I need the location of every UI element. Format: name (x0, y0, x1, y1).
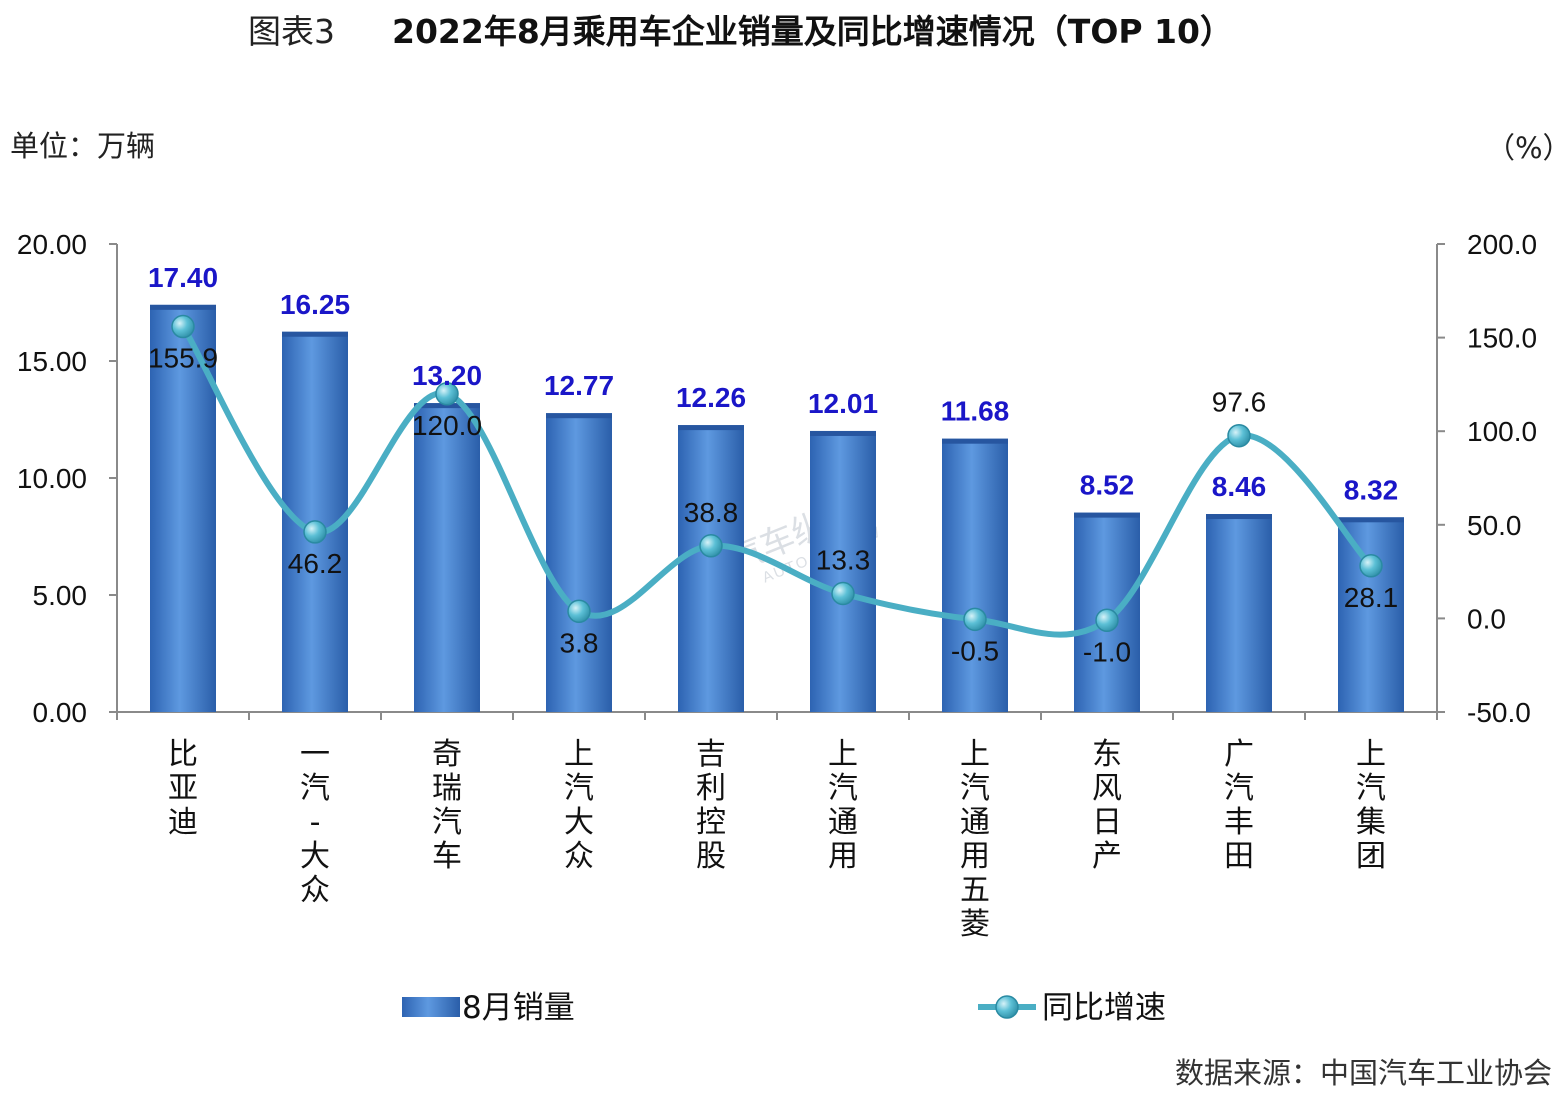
bar-value-label: 12.77 (544, 370, 614, 401)
left-tick-label: 10.00 (17, 463, 87, 494)
growth-line (180, 323, 1374, 638)
category-labels: 比亚迪 一汽-大众 奇瑞汽车 上汽大众 吉利控股 上汽通用 上汽通用五菱 东风日产 广汽丰田 上汽… (168, 737, 1386, 942)
growth-point (171, 314, 195, 339)
bar-cap (1206, 514, 1272, 520)
bar-cap (546, 413, 612, 419)
bar-value-label: 8.46 (1212, 471, 1267, 502)
bar (942, 438, 1008, 712)
bar-value-label: 17.40 (148, 262, 218, 293)
bar (810, 430, 876, 712)
axes: 0.00 5.00 10.00 15.00 20.00 -50.0 0.0 50.0 100.0… (17, 229, 1537, 728)
line-value-label: -0.5 (951, 635, 999, 666)
line-value-label: -1.0 (1083, 636, 1131, 667)
line-value-label: 46.2 (288, 548, 343, 579)
bar-cap (282, 331, 348, 337)
line-value-label: 13.3 (816, 545, 871, 576)
line-series (171, 314, 1383, 638)
left-tick-label: 20.00 (17, 229, 87, 260)
bar-value-label: 12.26 (676, 382, 746, 413)
category-label: 广汽丰田 (1224, 737, 1254, 874)
legend-bar-label: 8月销量 (462, 990, 575, 1026)
growth-point (963, 607, 987, 632)
bar-value-label: 8.32 (1344, 474, 1399, 505)
category-label: 一汽-大众 (300, 737, 330, 908)
growth-point (1095, 608, 1119, 633)
chart-title-prefix: 图表3 (248, 12, 335, 51)
category-label: 奇瑞汽车 (432, 737, 462, 874)
right-tick-label: 50.0 (1467, 510, 1522, 541)
growth-point (1359, 554, 1383, 578)
growth-point (831, 581, 855, 606)
bar-cap (1338, 517, 1404, 523)
legend: 8月销量 同比增速 (402, 990, 1166, 1026)
right-tick-label: 0.0 (1467, 603, 1506, 634)
bar-cap (942, 438, 1008, 444)
legend-bar-swatch (402, 997, 460, 1017)
bar (1206, 514, 1272, 712)
bar-value-label: 13.20 (412, 360, 482, 391)
growth-point (1227, 423, 1251, 448)
growth-point (435, 382, 459, 406)
line-value-label: 38.8 (684, 497, 739, 528)
growth-point (699, 534, 723, 558)
bar-series (150, 304, 1404, 712)
right-tick-label: -50.0 (1467, 697, 1531, 728)
right-tick-label: 100.0 (1467, 416, 1537, 447)
growth-point (567, 599, 591, 624)
source-note: 数据来源：中国汽车工业协会 (1175, 1056, 1552, 1090)
left-tick-label: 5.00 (33, 580, 88, 611)
bar (546, 413, 612, 712)
bar-cap (1074, 512, 1140, 518)
bar (1338, 517, 1404, 712)
growth-point (303, 520, 327, 544)
chart-title: 2022年8月乘用车企业销量及同比增速情况（TOP 10） (392, 12, 1233, 51)
left-tick-label: 0.00 (33, 697, 88, 728)
bar-cap (678, 425, 744, 431)
left-tick-label: 15.00 (17, 346, 87, 377)
bar-cap (150, 304, 216, 310)
bar-value-label: 12.01 (808, 388, 878, 419)
legend-line-marker (995, 995, 1019, 1019)
category-label: 上汽通用 (828, 737, 858, 874)
left-axis-unit: 单位：万辆 (10, 129, 155, 163)
bar (678, 425, 744, 712)
category-label: 比亚迪 (168, 737, 198, 840)
category-label: 吉利控股 (696, 737, 726, 874)
bar (414, 403, 480, 712)
bar-value-label: 16.25 (280, 289, 350, 320)
category-label: 上汽通用五菱 (960, 737, 990, 942)
line-value-label: 155.9 (148, 343, 218, 374)
data-labels: 17.40 16.25 13.20 12.77 12.26 12.01 11.68 8.52 8… (148, 262, 1398, 667)
legend-line-label: 同比增速 (1042, 990, 1166, 1026)
bar-value-label: 11.68 (941, 396, 1010, 427)
bar-cap (810, 430, 876, 436)
bar-cap (414, 403, 480, 409)
right-tick-label: 150.0 (1467, 323, 1537, 354)
category-label: 东风日产 (1092, 737, 1122, 874)
right-tick-label: 200.0 (1467, 229, 1537, 260)
category-label: 上汽大众 (564, 737, 594, 874)
line-value-label: 120.0 (412, 410, 482, 441)
category-label: 上汽集团 (1356, 737, 1386, 874)
line-value-label: 28.1 (1344, 582, 1399, 613)
line-value-label: 3.8 (560, 627, 599, 658)
right-axis-unit: （%） (1486, 131, 1560, 165)
bar-value-label: 8.52 (1080, 470, 1135, 501)
line-value-label: 97.6 (1212, 387, 1267, 418)
